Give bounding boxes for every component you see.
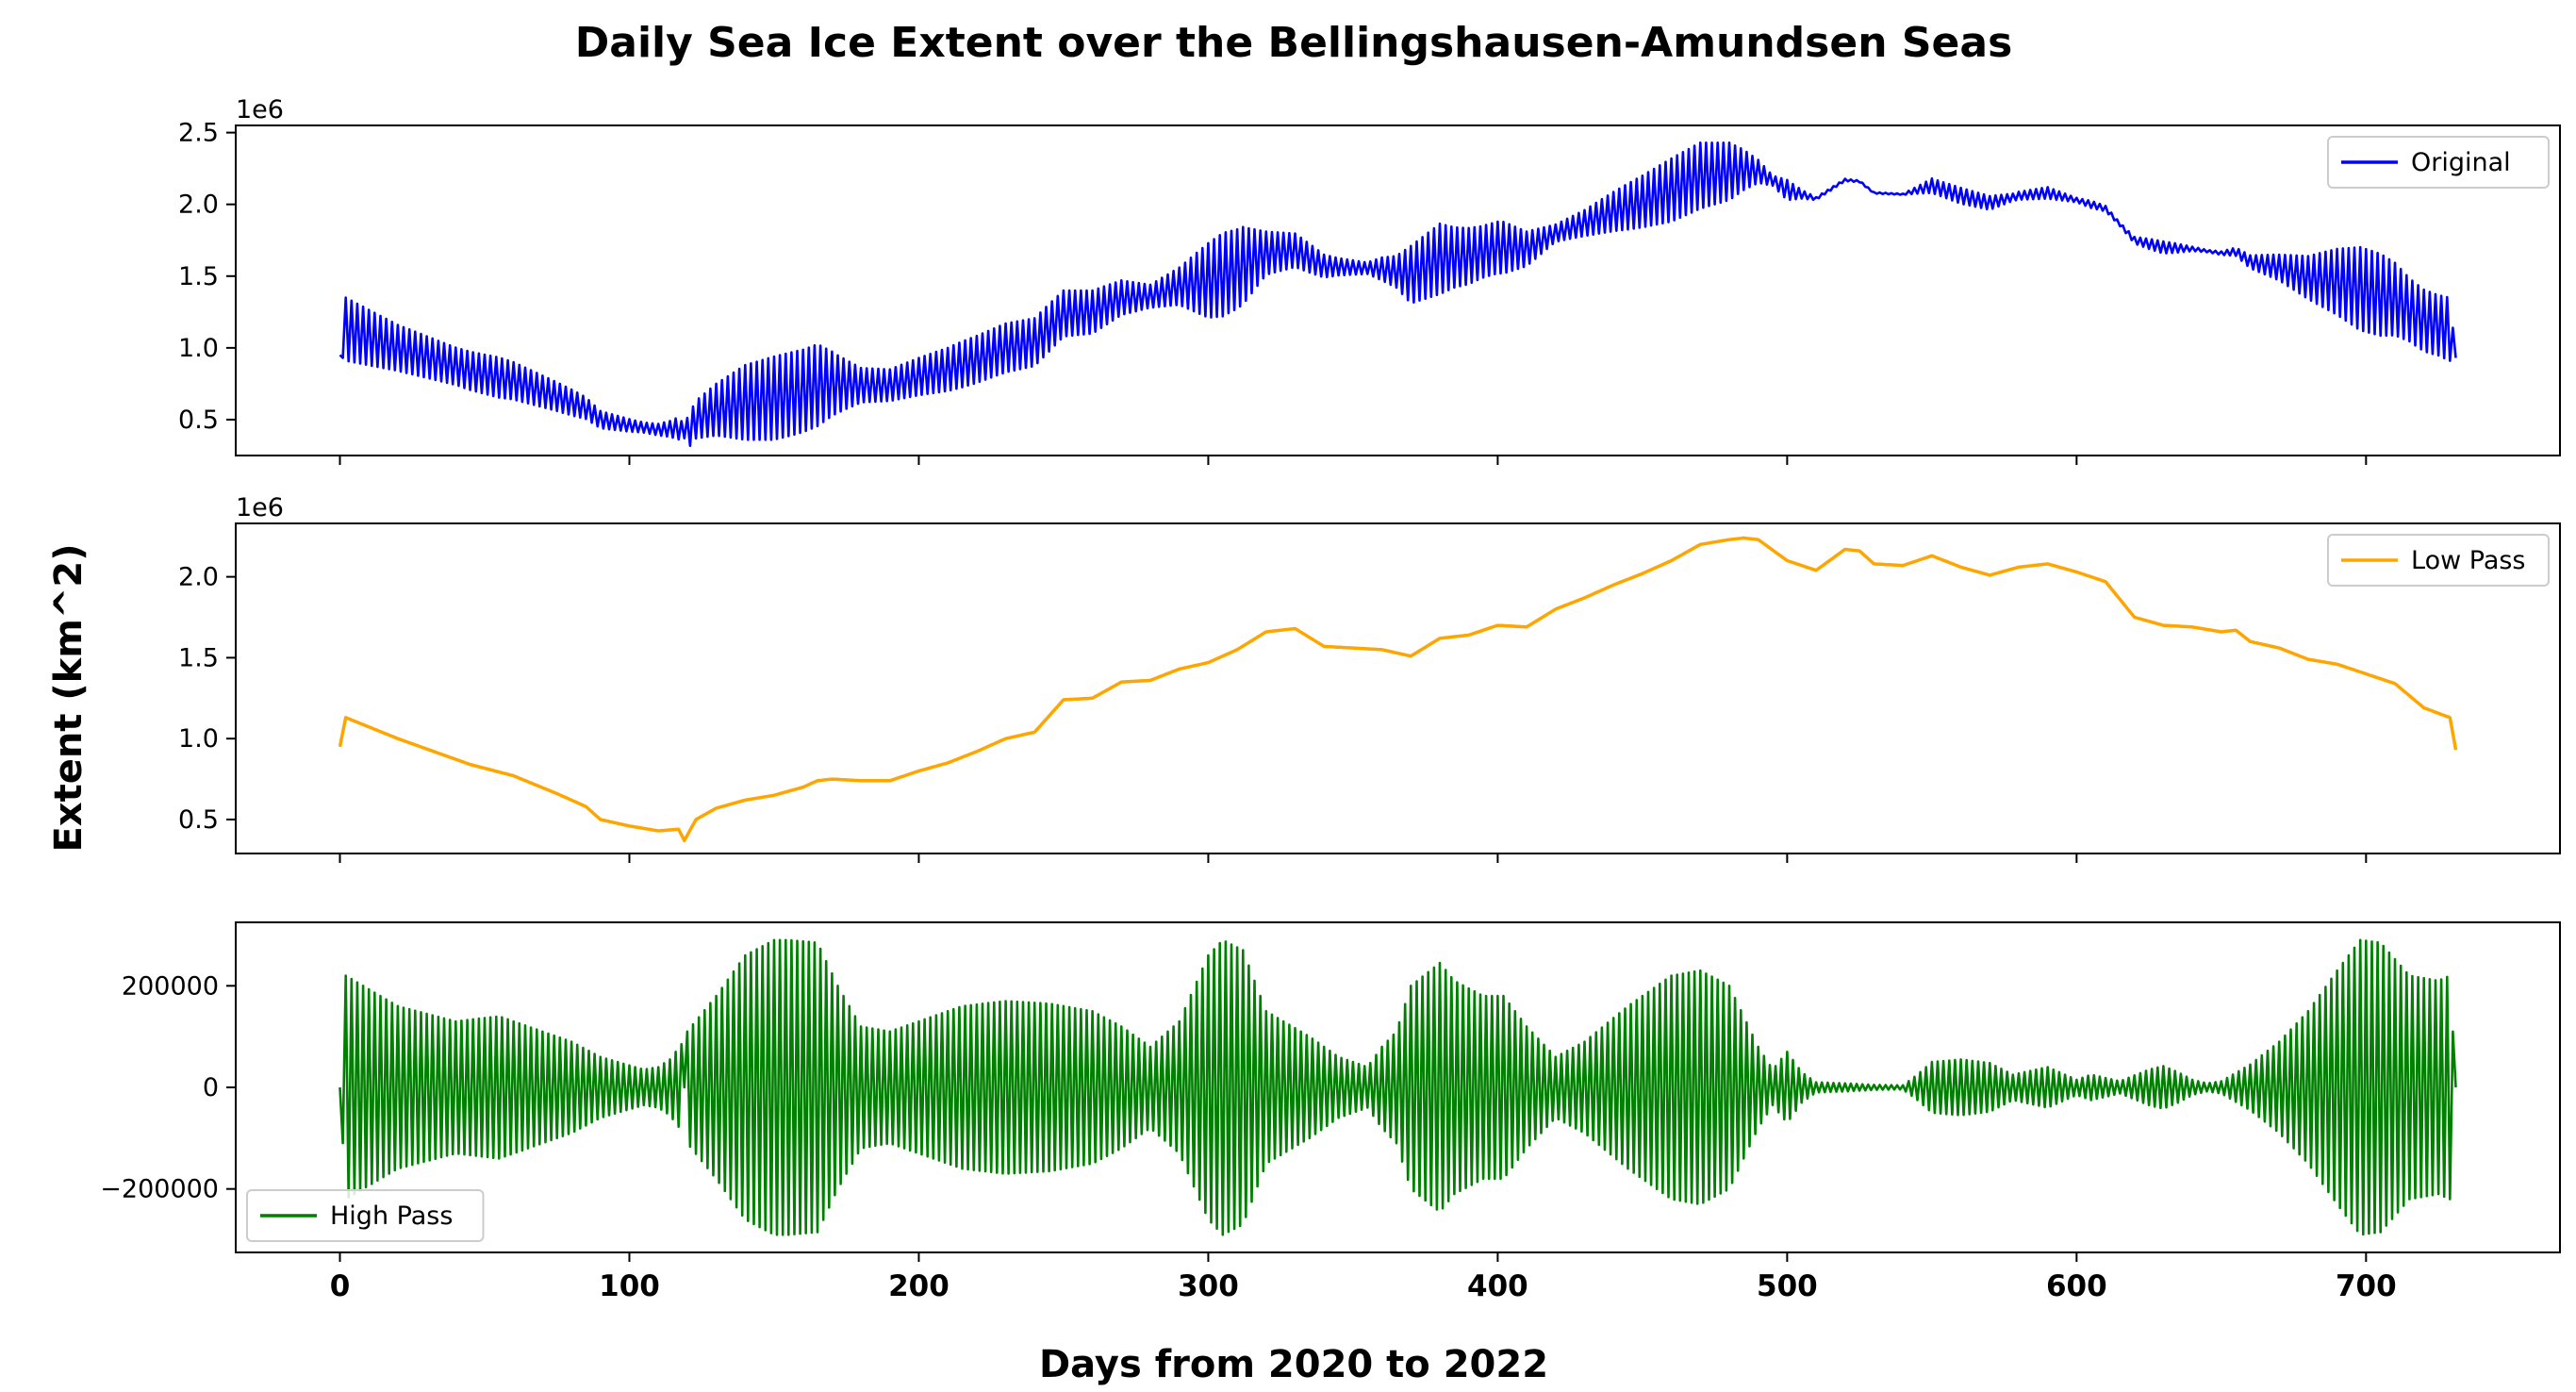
y-tick-label-high-pass: 0: [203, 1073, 219, 1102]
y-tick-label-low-pass: 0.5: [178, 805, 219, 835]
legend-original: Original: [2327, 136, 2550, 189]
series-line-high-pass: [339, 938, 2457, 1236]
legend-high-pass: High Pass: [246, 1189, 485, 1242]
x-tick-label: 100: [599, 1269, 660, 1303]
panel-original: 0.5 1.0 1.5 2.0 2.5 1e6 Original: [178, 95, 2561, 465]
legend-label-original: Original: [2411, 148, 2511, 177]
x-tick-label: 300: [1178, 1269, 1239, 1303]
y-tick-label-low-pass: 1.5: [178, 643, 219, 672]
x-tick-label: 600: [2046, 1269, 2107, 1303]
legend-box-high-pass: [246, 1189, 485, 1242]
y-tick-label-original: 0.5: [178, 406, 219, 435]
chart-panels: 0.5 1.0 1.5 2.0 2.5 1e6 Original 0.5 1.0 1.5 2.0 1e…: [100, 95, 2561, 1303]
x-tick-label: 0: [330, 1269, 351, 1303]
y-tick-label-original: 1.5: [178, 262, 219, 291]
panel-high-pass: −200000 0 200000 0 100 200 300 400 500 600 700 High…: [100, 921, 2561, 1303]
y-tick-label-high-pass: 200000: [122, 971, 219, 1001]
legend-box-low-pass: [2327, 534, 2550, 587]
figure-title: Daily Sea Ice Extent over the Bellingsha…: [575, 19, 2013, 67]
y-tick-label-original: 1.0: [178, 334, 219, 363]
axes-frame-original: [235, 124, 2561, 456]
legend-low-pass: Low Pass: [2327, 534, 2550, 587]
x-tick-label: 400: [1467, 1269, 1528, 1303]
y-tick-label-original: 2.0: [178, 191, 219, 220]
legend-box-original: [2327, 136, 2550, 189]
x-tick-label: 700: [2336, 1269, 2397, 1303]
axes-frame-low-pass: [235, 522, 2561, 854]
y-tick-label-low-pass: 2.0: [178, 563, 219, 592]
offset-label-low-pass: 1e6: [236, 493, 284, 522]
y-tick-label-low-pass: 1.0: [178, 724, 219, 754]
legend-label-low-pass: Low Pass: [2411, 546, 2526, 575]
x-axis-label: Days from 2020 to 2022: [1039, 1343, 1548, 1386]
series-line-low-pass: [338, 536, 2458, 843]
x-tick-label: 500: [1757, 1269, 1818, 1303]
y-tick-label-original: 2.5: [178, 119, 219, 148]
legend-label-high-pass: High Pass: [330, 1201, 453, 1231]
y-axis-label: Extent (km^2): [47, 543, 91, 852]
y-tick-label-high-pass: −200000: [100, 1175, 219, 1204]
series-line-original: [339, 141, 2457, 447]
panel-low-pass: 0.5 1.0 1.5 2.0 1e6 Low Pass: [178, 493, 2561, 863]
x-tick-label: 200: [888, 1269, 949, 1303]
offset-label-original: 1e6: [236, 95, 284, 124]
